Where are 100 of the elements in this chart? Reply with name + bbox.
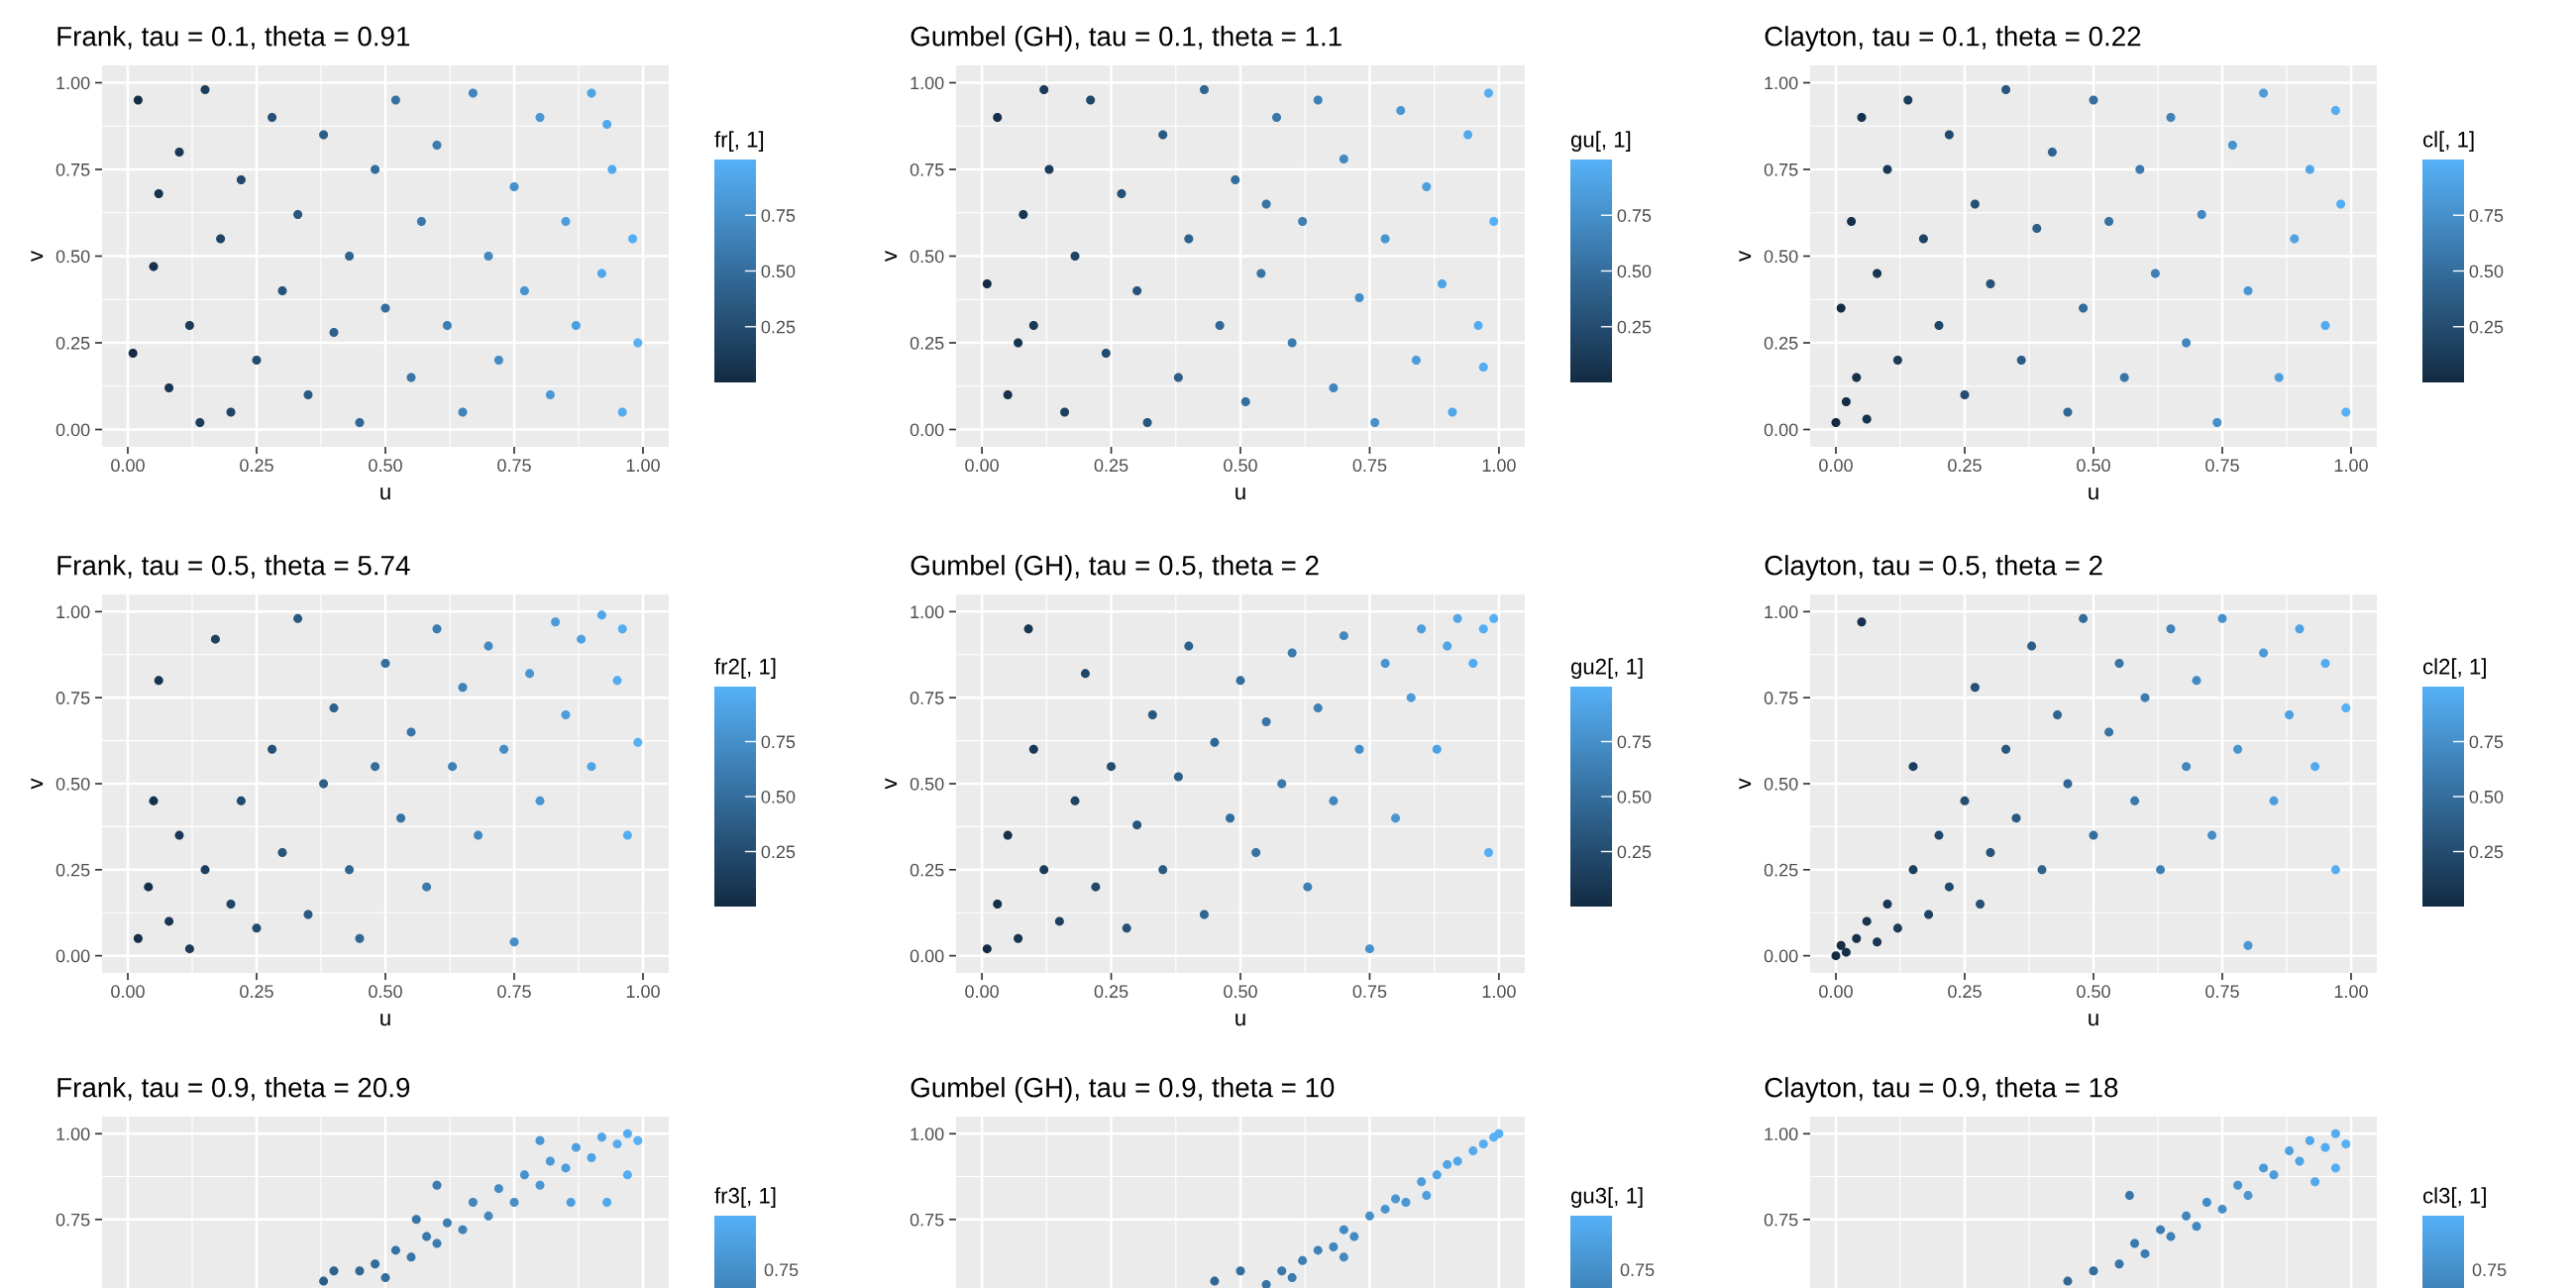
color-bar-title: gu2[, 1] — [1570, 658, 1643, 679]
point — [2119, 373, 2129, 382]
point — [483, 1211, 493, 1221]
y-tick-label: 0.25 — [55, 863, 90, 877]
point — [174, 148, 184, 157]
point — [628, 234, 638, 244]
point — [1443, 1159, 1452, 1169]
point — [2259, 1163, 2269, 1173]
point — [1960, 390, 1970, 399]
point — [1836, 303, 1846, 313]
y-tick-label: 0.25 — [1764, 336, 1798, 350]
point — [133, 933, 143, 943]
point — [149, 262, 159, 271]
point — [2053, 710, 2063, 720]
x-tick-label: 0.75 — [2205, 459, 2239, 473]
point — [252, 356, 262, 365]
point — [1028, 744, 1038, 754]
point — [442, 1218, 452, 1228]
point — [1261, 716, 1271, 726]
point — [345, 252, 355, 261]
y-tick-label: 0.75 — [910, 1213, 944, 1227]
x-tick-label: 0.50 — [369, 985, 402, 999]
point — [1391, 813, 1401, 823]
point — [1401, 1198, 1411, 1207]
point — [2079, 303, 2089, 313]
x-tick-label: 0.25 — [1094, 985, 1128, 999]
point — [2259, 88, 2269, 98]
point — [577, 634, 587, 644]
point — [2330, 1128, 2340, 1138]
point — [1380, 658, 1390, 668]
color-bar-label: 0.75 — [1617, 209, 1652, 222]
point — [371, 164, 380, 174]
point — [545, 1156, 555, 1166]
x-axis-title: u — [2089, 1014, 2098, 1026]
point — [1852, 373, 1862, 382]
point — [1251, 847, 1261, 857]
point — [432, 1238, 442, 1248]
point — [1986, 847, 1995, 857]
y-tick-label: 1.00 — [911, 76, 944, 90]
point — [380, 658, 390, 668]
point — [2197, 210, 2206, 219]
x-tick-label: 0.00 — [111, 459, 145, 473]
point — [2243, 940, 2253, 950]
point — [2047, 148, 2057, 157]
x-axis-title: u — [380, 1014, 390, 1026]
point — [303, 910, 313, 919]
point — [2037, 865, 2047, 875]
y-tick-label: 1.00 — [911, 1127, 944, 1141]
color-bar-label: 0.25 — [1617, 320, 1652, 334]
point — [602, 120, 612, 129]
point — [1841, 947, 1851, 957]
point — [2001, 744, 2011, 754]
point — [195, 418, 205, 427]
point — [2192, 1222, 2201, 1232]
x-tick-label: 0.00 — [1819, 985, 1853, 999]
point — [1478, 1139, 1488, 1149]
color-bar-title: gu3[, 1] — [1570, 1187, 1643, 1208]
point — [1831, 418, 1841, 427]
point — [1339, 1225, 1348, 1234]
point — [1023, 624, 1033, 634]
point — [1831, 951, 1841, 961]
point — [2089, 1266, 2098, 1276]
point — [1892, 923, 1902, 933]
point — [1918, 234, 1928, 244]
y-tick-label: 0.50 — [1764, 250, 1798, 264]
point — [2032, 224, 2042, 233]
point — [1298, 217, 1308, 226]
point — [2079, 613, 2089, 623]
point — [1473, 321, 1483, 330]
point — [2063, 407, 2073, 417]
point — [1210, 737, 1220, 747]
x-tick-label: 0.50 — [1224, 459, 1257, 473]
point — [2330, 106, 2340, 115]
x-tick-label: 1.00 — [626, 985, 660, 999]
point — [1329, 796, 1339, 805]
point — [2104, 727, 2114, 737]
point — [1261, 1280, 1271, 1288]
point — [1354, 744, 1364, 754]
y-tick-label: 0.50 — [55, 250, 90, 264]
y-axis-title: v — [31, 778, 44, 790]
point — [2330, 1163, 2340, 1173]
point — [1086, 95, 1096, 105]
y-tick-label: 0.25 — [910, 336, 944, 350]
point — [1882, 900, 1892, 910]
point — [303, 390, 313, 399]
point — [571, 321, 581, 330]
point — [422, 882, 432, 892]
point — [1080, 669, 1090, 679]
point — [2233, 1180, 2243, 1190]
point — [566, 1198, 576, 1207]
y-tick-label: 0.25 — [55, 336, 90, 350]
x-tick-label: 0.50 — [2077, 985, 2110, 999]
point — [2166, 1232, 2176, 1241]
color-bar-label: 0.25 — [761, 845, 796, 859]
point — [993, 113, 1003, 122]
point — [154, 189, 163, 198]
point — [133, 95, 143, 105]
point — [380, 303, 390, 313]
point — [1882, 164, 1892, 174]
point — [236, 175, 246, 184]
